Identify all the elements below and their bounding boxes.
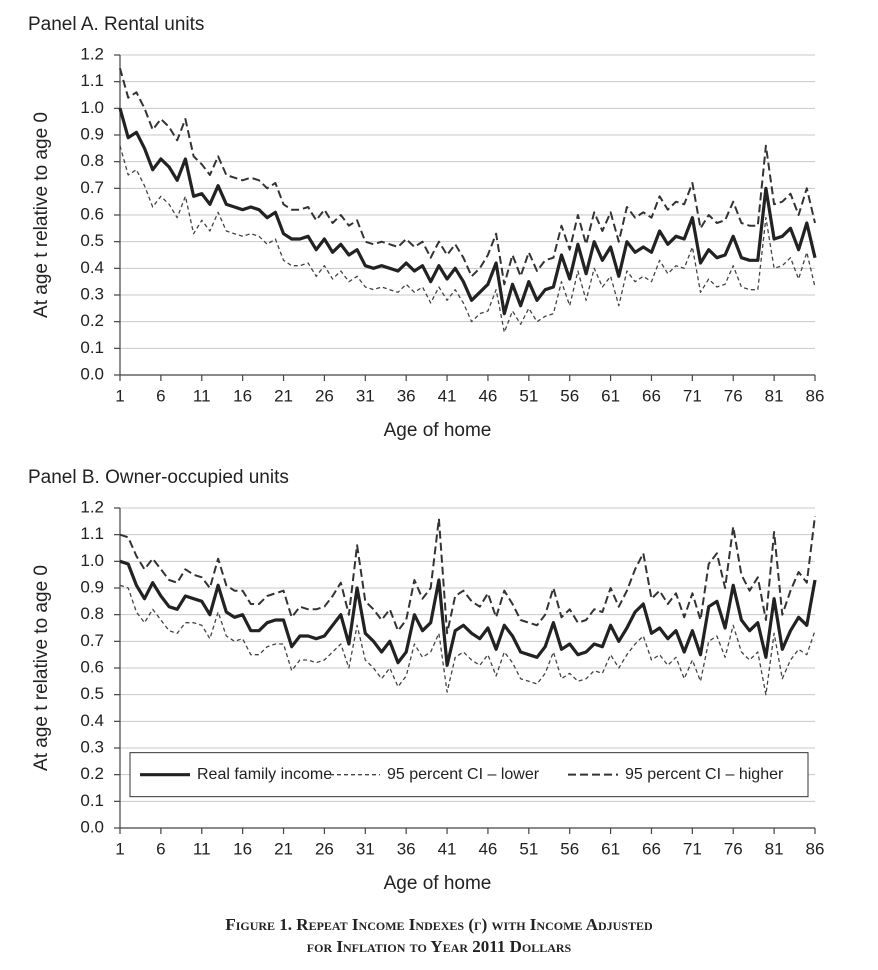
x-tick-label: 16 (233, 839, 252, 858)
series-line (119, 559, 817, 667)
caption-line: Figure 1. Repeat Income Indexes (γ) with… (225, 915, 653, 934)
legend-label: 95 percent CI – lower (387, 766, 540, 783)
series-line (119, 68, 816, 286)
series-line (119, 145, 816, 333)
x-tick-label: 46 (478, 386, 497, 405)
y-axis-label: At age t relative to age 0 (31, 565, 52, 771)
legend-label: Real family income (197, 766, 332, 783)
series-line (119, 584, 816, 696)
x-tick-label: 51 (519, 386, 538, 405)
x-tick-label: 21 (274, 839, 293, 858)
x-tick-label: 71 (683, 386, 702, 405)
x-tick-label: 71 (683, 839, 702, 858)
x-tick-label: 61 (601, 839, 620, 858)
x-tick-label: 56 (560, 839, 579, 858)
x-tick-label: 81 (765, 839, 784, 858)
x-tick-label: 41 (438, 839, 457, 858)
x-axis-label: Age of home (384, 420, 492, 441)
x-tick-label: 1 (115, 839, 124, 858)
y-tick-label: 0.8 (80, 151, 104, 170)
y-tick-label: 0.2 (80, 311, 104, 330)
x-tick-label: 86 (806, 839, 825, 858)
x-tick-label: 26 (315, 386, 334, 405)
y-tick-label: 0.5 (80, 231, 104, 250)
x-tick-label: 21 (274, 386, 293, 405)
x-tick-label: 36 (397, 839, 416, 858)
x-tick-label: 76 (724, 386, 743, 405)
y-tick-label: 0.9 (80, 577, 104, 596)
x-tick-label: 51 (519, 839, 538, 858)
x-tick-label: 6 (156, 839, 165, 858)
panel-title: Panel B. Owner-occupied units (28, 467, 289, 488)
x-tick-label: 46 (478, 839, 497, 858)
y-tick-label: 0.3 (80, 284, 104, 303)
x-tick-label: 36 (397, 386, 416, 405)
y-tick-label: 0.8 (80, 604, 104, 623)
y-tick-label: 1.2 (80, 44, 104, 63)
x-tick-label: 76 (724, 839, 743, 858)
x-tick-label: 26 (315, 839, 334, 858)
y-tick-label: 0.3 (80, 737, 104, 756)
y-tick-label: 0.2 (80, 764, 104, 783)
y-tick-label: 1.2 (80, 497, 104, 516)
y-tick-label: 0.1 (80, 791, 104, 810)
y-tick-label: 1.0 (80, 551, 104, 570)
y-tick-label: 0.4 (80, 711, 104, 730)
y-tick-label: 0.5 (80, 684, 104, 703)
x-tick-label: 31 (356, 839, 375, 858)
y-tick-label: 0.9 (80, 124, 104, 143)
y-tick-label: 1.1 (80, 71, 104, 90)
legend-label: 95 percent CI – higher (625, 766, 784, 783)
y-axis-label: At age t relative to age 0 (31, 112, 52, 318)
y-tick-label: 0.6 (80, 657, 104, 676)
y-tick-label: 1.1 (80, 524, 104, 543)
x-tick-label: 81 (765, 386, 784, 405)
x-tick-label: 56 (560, 386, 579, 405)
x-tick-label: 86 (806, 386, 825, 405)
y-tick-label: 1.0 (80, 98, 104, 117)
x-tick-label: 6 (156, 386, 165, 405)
x-tick-label: 1 (115, 386, 124, 405)
x-tick-label: 16 (233, 386, 252, 405)
panel-title: Panel A. Rental units (28, 14, 204, 35)
x-tick-label: 61 (601, 386, 620, 405)
y-tick-label: 0.1 (80, 338, 104, 357)
x-tick-label: 41 (438, 386, 457, 405)
y-tick-label: 0.7 (80, 631, 104, 650)
y-tick-label: 0.4 (80, 258, 104, 277)
x-axis-label: Age of home (384, 873, 492, 894)
legend-box (129, 752, 809, 798)
y-tick-label: 0.0 (80, 817, 104, 836)
x-tick-label: 11 (193, 839, 211, 858)
series-line (118, 107, 817, 316)
x-tick-label: 66 (642, 839, 661, 858)
caption-line: for Inflation to Year 2011 Dollars (307, 937, 572, 956)
y-tick-label: 0.0 (80, 364, 104, 383)
y-tick-label: 0.7 (80, 178, 104, 197)
y-tick-label: 0.6 (80, 204, 104, 223)
x-tick-label: 11 (193, 386, 211, 405)
x-tick-label: 66 (642, 386, 661, 405)
series-line (119, 515, 816, 635)
x-tick-label: 31 (356, 386, 375, 405)
